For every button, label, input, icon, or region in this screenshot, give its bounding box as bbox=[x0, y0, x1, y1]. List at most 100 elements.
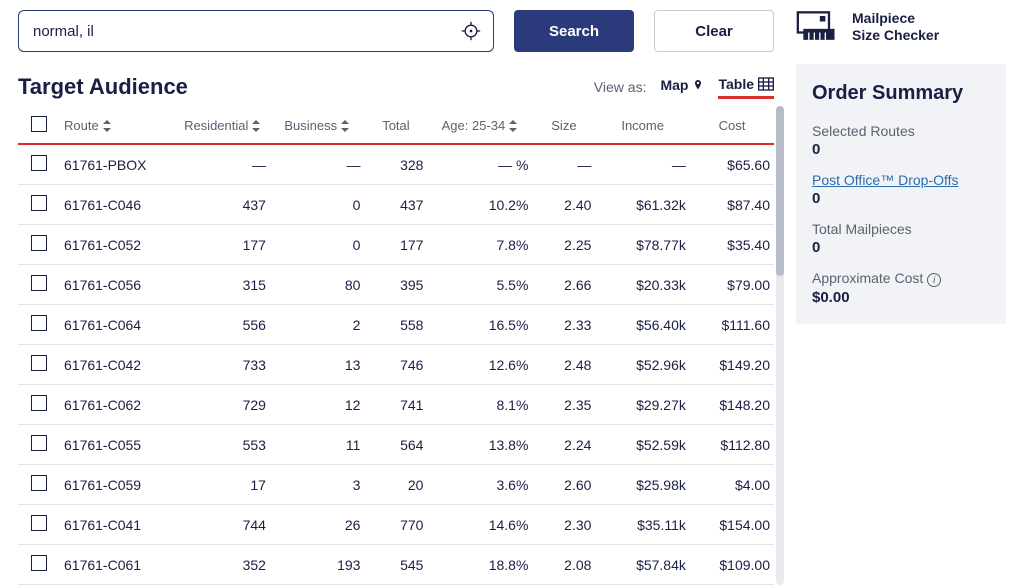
col-business[interactable]: Business bbox=[284, 118, 337, 133]
col-total: Total bbox=[382, 118, 409, 133]
row-checkbox[interactable] bbox=[31, 315, 47, 331]
locate-icon[interactable] bbox=[461, 21, 481, 41]
cell-total: 741 bbox=[364, 385, 427, 425]
table-row: 61761-PBOX——328— %——$65.60 bbox=[18, 144, 774, 185]
cell-business: — bbox=[270, 144, 364, 185]
cell-business: 80 bbox=[270, 265, 364, 305]
cell-residential: 556 bbox=[175, 305, 269, 345]
cell-age: 16.5% bbox=[427, 305, 532, 345]
summary-mailpieces-label: Total Mailpieces bbox=[812, 221, 990, 237]
cell-route: 61761-C046 bbox=[60, 185, 175, 225]
cell-route: 61761-C056 bbox=[60, 265, 175, 305]
table-scrollbar[interactable] bbox=[776, 106, 784, 585]
row-checkbox[interactable] bbox=[31, 435, 47, 451]
row-checkbox[interactable] bbox=[31, 155, 47, 171]
cell-age: 5.5% bbox=[427, 265, 532, 305]
cell-income: $57.84k bbox=[595, 545, 689, 585]
cell-total: 328 bbox=[364, 144, 427, 185]
cell-total: 545 bbox=[364, 545, 427, 585]
summary-dropoffs-link[interactable]: Post Office™ Drop-Offs bbox=[812, 172, 959, 188]
search-button[interactable]: Search bbox=[514, 10, 634, 52]
routes-table: Route Residential Business Total Age: 25… bbox=[18, 106, 774, 585]
cell-residential: 177 bbox=[175, 225, 269, 265]
order-summary-panel: Order Summary Selected Routes 0 Post Off… bbox=[796, 64, 1006, 324]
cell-business: 193 bbox=[270, 545, 364, 585]
view-as-map[interactable]: Map bbox=[660, 77, 704, 97]
cell-route: 61761-C061 bbox=[60, 545, 175, 585]
clear-button[interactable]: Clear bbox=[654, 10, 774, 52]
cell-total: 395 bbox=[364, 265, 427, 305]
table-row: 61761-C0555531156413.8%2.24$52.59k$112.8… bbox=[18, 425, 774, 465]
col-age[interactable]: Age: 25-34 bbox=[442, 118, 506, 133]
col-route[interactable]: Route bbox=[64, 118, 99, 133]
cell-cost: $87.40 bbox=[690, 185, 774, 225]
cell-size: 2.48 bbox=[532, 345, 595, 385]
search-field-wrap[interactable] bbox=[18, 10, 494, 52]
summary-cost-label: Approximate Cost bbox=[812, 270, 923, 286]
cell-income: $52.96k bbox=[595, 345, 689, 385]
info-icon[interactable]: i bbox=[927, 273, 941, 287]
cell-total: 746 bbox=[364, 345, 427, 385]
cell-total: 564 bbox=[364, 425, 427, 465]
cell-business: 2 bbox=[270, 305, 364, 345]
col-size: Size bbox=[551, 118, 576, 133]
cell-age: 13.8% bbox=[427, 425, 532, 465]
table-icon bbox=[758, 77, 774, 91]
map-pin-icon bbox=[692, 78, 704, 92]
table-row: 61761-C062729127418.1%2.35$29.27k$148.20 bbox=[18, 385, 774, 425]
table-row: 61761-C06135219354518.8%2.08$57.84k$109.… bbox=[18, 545, 774, 585]
sort-icon[interactable] bbox=[251, 120, 261, 132]
cell-cost: $79.00 bbox=[690, 265, 774, 305]
view-as-table[interactable]: Table bbox=[718, 76, 774, 99]
cell-cost: $4.00 bbox=[690, 465, 774, 505]
view-as-label: View as: bbox=[594, 79, 647, 95]
sort-icon[interactable] bbox=[340, 120, 350, 132]
row-checkbox[interactable] bbox=[31, 235, 47, 251]
tool-line2: Size Checker bbox=[852, 27, 939, 44]
cell-total: 558 bbox=[364, 305, 427, 345]
view-as-table-label: Table bbox=[718, 76, 754, 92]
row-checkbox[interactable] bbox=[31, 555, 47, 571]
table-row: 61761-C046437043710.2%2.40$61.32k$87.40 bbox=[18, 185, 774, 225]
row-checkbox[interactable] bbox=[31, 515, 47, 531]
cell-size: 2.66 bbox=[532, 265, 595, 305]
cell-cost: $149.20 bbox=[690, 345, 774, 385]
cell-residential: 733 bbox=[175, 345, 269, 385]
cell-age: — % bbox=[427, 144, 532, 185]
cell-residential: 729 bbox=[175, 385, 269, 425]
summary-title: Order Summary bbox=[812, 82, 990, 105]
cell-residential: 17 bbox=[175, 465, 269, 505]
row-checkbox[interactable] bbox=[31, 395, 47, 411]
cell-cost: $35.40 bbox=[690, 225, 774, 265]
cell-size: 2.60 bbox=[532, 465, 595, 505]
cell-income: $20.33k bbox=[595, 265, 689, 305]
cell-route: 61761-C052 bbox=[60, 225, 175, 265]
col-cost: Cost bbox=[719, 118, 746, 133]
sort-icon[interactable] bbox=[102, 120, 112, 132]
tool-line1: Mailpiece bbox=[852, 10, 939, 27]
cell-income: $29.27k bbox=[595, 385, 689, 425]
row-checkbox[interactable] bbox=[31, 475, 47, 491]
search-input[interactable] bbox=[31, 22, 461, 41]
row-checkbox[interactable] bbox=[31, 195, 47, 211]
cell-age: 10.2% bbox=[427, 185, 532, 225]
table-scroll-thumb[interactable] bbox=[776, 106, 784, 276]
col-income: Income bbox=[621, 118, 664, 133]
row-checkbox[interactable] bbox=[31, 275, 47, 291]
row-checkbox[interactable] bbox=[31, 355, 47, 371]
table-row: 61761-C0427331374612.6%2.48$52.96k$149.2… bbox=[18, 345, 774, 385]
col-residential[interactable]: Residential bbox=[184, 118, 248, 133]
select-all-checkbox[interactable] bbox=[31, 116, 47, 132]
cell-cost: $112.80 bbox=[690, 425, 774, 465]
cell-income: — bbox=[595, 144, 689, 185]
cell-business: 13 bbox=[270, 345, 364, 385]
mailpiece-size-checker[interactable]: Mailpiece Size Checker bbox=[796, 10, 1006, 44]
cell-route: 61761-C042 bbox=[60, 345, 175, 385]
sort-icon[interactable] bbox=[508, 120, 518, 132]
summary-dropoffs-value: 0 bbox=[812, 190, 990, 207]
cell-residential: — bbox=[175, 144, 269, 185]
cell-cost: $148.20 bbox=[690, 385, 774, 425]
table-row: 61761-C059173203.6%2.60$25.98k$4.00 bbox=[18, 465, 774, 505]
summary-mailpieces-value: 0 bbox=[812, 239, 990, 256]
cell-size: 2.24 bbox=[532, 425, 595, 465]
